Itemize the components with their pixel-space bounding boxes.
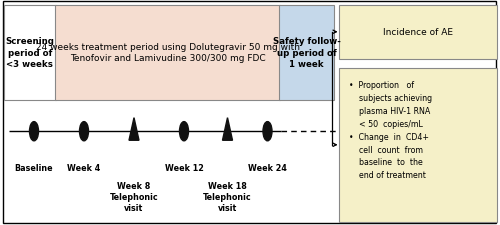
Ellipse shape [263, 122, 272, 141]
FancyBboxPatch shape [339, 6, 496, 60]
FancyBboxPatch shape [2, 2, 496, 223]
Text: Screening
period of
<3 weeks: Screening period of <3 weeks [6, 37, 54, 69]
Text: Week 12: Week 12 [164, 163, 203, 172]
Text: Week 24: Week 24 [248, 163, 287, 172]
Polygon shape [129, 118, 139, 141]
Ellipse shape [180, 122, 188, 141]
Polygon shape [222, 118, 232, 141]
Text: Week 4: Week 4 [68, 163, 100, 172]
Text: Incidence of AE: Incidence of AE [383, 28, 453, 37]
FancyBboxPatch shape [339, 69, 496, 222]
FancyBboxPatch shape [279, 6, 334, 100]
Ellipse shape [80, 122, 88, 141]
FancyBboxPatch shape [4, 6, 56, 100]
Text: Baseline: Baseline [14, 163, 54, 172]
Text: •  Proportion   of
    subjects achieving
    plasma HIV-1 RNA
    < 50  copies/: • Proportion of subjects achieving plasm… [349, 81, 432, 180]
Ellipse shape [30, 122, 38, 141]
Text: Week 18
Telephonic
visit: Week 18 Telephonic visit [203, 181, 252, 212]
FancyBboxPatch shape [55, 6, 280, 100]
Text: Safety follow-
up period of
1 week: Safety follow- up period of 1 week [272, 37, 340, 69]
Text: Week 8
Telephonic
visit: Week 8 Telephonic visit [110, 181, 158, 212]
Text: 24 weeks treatment period using Dolutegravir 50 mg with
Tenofovir and Lamivudine: 24 weeks treatment period using Dolutegr… [36, 43, 300, 63]
